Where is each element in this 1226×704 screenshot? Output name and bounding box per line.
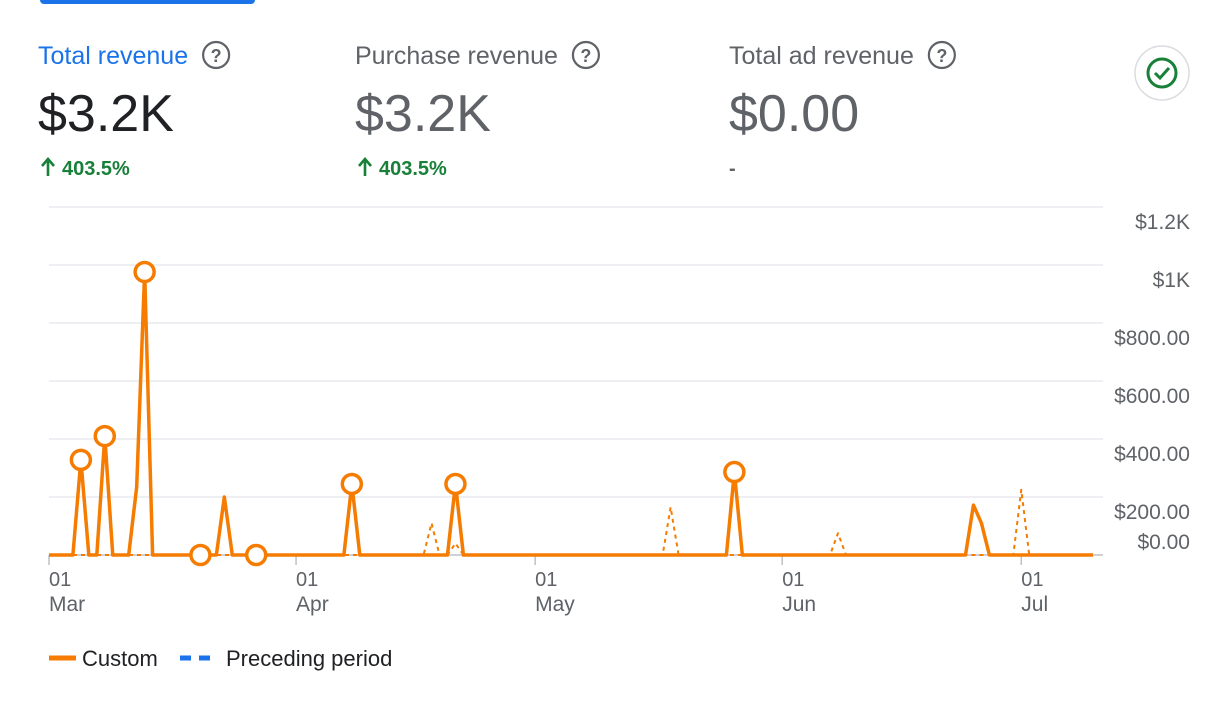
x-tick-month: Jun [782,593,816,616]
x-tick-month: May [535,593,575,616]
point-marker [93,424,117,448]
point-marker [444,472,467,496]
point-marker [189,543,212,567]
help-icon[interactable]: ? [202,40,231,70]
series-line [49,270,1093,557]
y-tick-label: $200.00 [1114,501,1190,524]
x-tick-label: 01 [535,569,557,591]
point-marker [244,543,268,567]
legend-item: Custom [49,646,158,671]
point-marker [340,472,364,496]
x-tick-label: 01 [296,569,318,591]
x-tick-label: 01 [1021,569,1043,591]
up-arrow [358,157,372,176]
y-tick-label: $1.2K [1135,211,1190,234]
help-icon[interactable]: ? [927,40,956,70]
metric-change: 403.5% [62,158,130,180]
help-circle [571,40,601,70]
point-marker [133,260,156,284]
metric-value: $3.2K [355,85,491,143]
y-tick-label: $400.00 [1114,443,1190,466]
x-tick-label: 01 [49,569,71,591]
metric-value: $3.2K [38,85,174,143]
y-tick-label: $1K [1153,269,1190,292]
x-tick-month: Jul [1021,593,1048,616]
status-icon[interactable] [1134,45,1190,101]
tab-indicator [40,0,255,4]
y-tick-label: $600.00 [1114,385,1190,408]
up-arrow [41,157,55,176]
legend-item: Preceding period [180,646,392,671]
metric-title: Total ad revenue [729,42,914,70]
legend-label: Preceding period [226,646,392,671]
metric-title: Purchase revenue [355,42,558,70]
help-mark: ? [580,46,591,66]
help-mark: ? [936,46,947,66]
help-mark: ? [211,46,222,66]
metric-title: Total revenue [38,42,188,70]
point-marker [69,448,93,472]
metric-change: - [729,158,736,180]
y-tick-label: $800.00 [1114,327,1190,350]
x-tick-label: 01 [782,569,804,591]
help-circle [927,40,956,70]
point-marker [723,460,746,484]
help-icon[interactable]: ? [571,40,601,70]
x-tick-month: Mar [49,593,85,616]
legend-label: Custom [82,646,158,671]
metric-change: 403.5% [379,158,447,180]
y-tick-label: $0.00 [1137,531,1190,554]
metric-value: $0.00 [729,85,859,143]
x-tick-month: Apr [296,593,329,616]
help-circle [202,40,231,70]
